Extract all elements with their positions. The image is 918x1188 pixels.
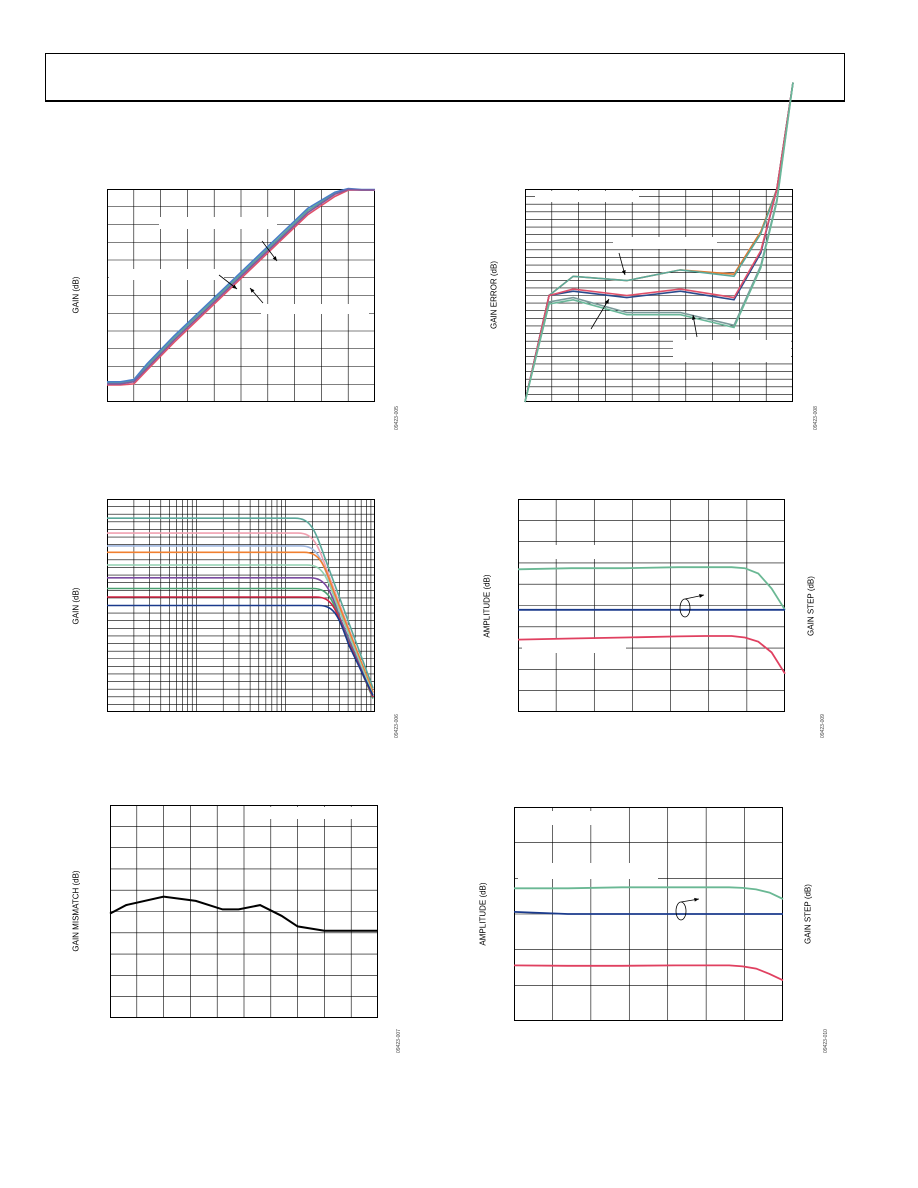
series-line bbox=[107, 532, 374, 694]
label-mask bbox=[261, 304, 369, 314]
annotation-arrowhead bbox=[232, 284, 237, 289]
label-mask bbox=[535, 191, 639, 202]
annotation-arrowhead bbox=[272, 256, 277, 261]
chart-amplitude-gain-step bbox=[517, 499, 786, 712]
y-axis-label-amplitude: AMPLITUDE (dB) bbox=[482, 574, 492, 638]
chart-amplitude-gain-step-plot bbox=[517, 499, 786, 712]
figure-id: 09423-008 bbox=[813, 406, 819, 430]
page-header-box bbox=[45, 53, 845, 102]
series-line bbox=[514, 886, 784, 900]
chart-gain-mismatch bbox=[109, 805, 378, 1018]
y-axis-label-amplitude: AMPLITUDE (dB) bbox=[478, 882, 488, 946]
series-line bbox=[524, 82, 794, 403]
label-mask bbox=[613, 237, 717, 249]
y-axis-label-gain-step: GAIN STEP (dB) bbox=[803, 884, 813, 944]
y-axis-label-gain-error: GAIN ERROR (dB) bbox=[489, 260, 499, 330]
series-line bbox=[107, 187, 375, 383]
annotation-arrowhead bbox=[691, 315, 696, 320]
figure-id: 09423-005 bbox=[394, 406, 400, 430]
chart-gain-vs-vgain bbox=[107, 187, 375, 402]
label-mask bbox=[518, 863, 658, 879]
series-line bbox=[107, 551, 374, 693]
figure-id: 09423-006 bbox=[394, 714, 400, 738]
chart-gain-mismatch-plot bbox=[109, 805, 378, 1018]
series-line bbox=[517, 566, 786, 611]
annotation-arrowhead bbox=[694, 897, 699, 902]
series-line bbox=[513, 964, 784, 982]
annotation-arrowhead bbox=[621, 270, 626, 275]
series-line bbox=[107, 188, 375, 385]
figure-id: 09423-009 bbox=[820, 714, 826, 738]
label-mask bbox=[109, 269, 224, 280]
chart-gain-error bbox=[524, 82, 794, 403]
chart-amplitude-gain-step-2 bbox=[513, 807, 784, 1021]
chart-gain-vs-frequency bbox=[107, 499, 375, 712]
chart-gain-vs-frequency-plot bbox=[107, 499, 375, 712]
label-mask bbox=[550, 811, 618, 825]
label-mask bbox=[522, 639, 626, 653]
series-line bbox=[107, 517, 374, 689]
label-mask bbox=[673, 340, 791, 362]
figure-id: 09423-007 bbox=[396, 1029, 402, 1053]
y-axis-label-gain-mismatch: GAIN MISMATCH (dB) bbox=[71, 870, 81, 952]
series-line bbox=[524, 82, 794, 403]
series-line bbox=[524, 82, 794, 403]
chart-amplitude-gain-step-2-plot bbox=[513, 807, 784, 1021]
figure-id: 09423-010 bbox=[823, 1029, 829, 1053]
series-line bbox=[517, 635, 786, 675]
y-axis-label-gain-step: GAIN STEP (dB) bbox=[806, 576, 816, 636]
label-mask bbox=[159, 217, 277, 229]
annotation-arrowhead bbox=[699, 594, 704, 598]
annotation-leader bbox=[590, 298, 610, 330]
annotation-arrowhead bbox=[250, 288, 255, 293]
y-axis-label-gain: GAIN (dB) bbox=[71, 276, 81, 314]
series-line bbox=[107, 577, 374, 699]
label-mask bbox=[270, 807, 370, 819]
series-line bbox=[513, 911, 783, 915]
label-mask bbox=[522, 545, 598, 559]
series-line bbox=[107, 564, 374, 696]
series-line bbox=[107, 604, 374, 696]
series-line bbox=[107, 189, 375, 386]
series-line bbox=[109, 895, 378, 932]
chart-gain-error-plot bbox=[524, 82, 794, 403]
annotation-arrowhead bbox=[604, 299, 609, 304]
chart-gain-vs-vgain-plot bbox=[107, 187, 375, 402]
y-axis-label-gain: GAIN (dB) bbox=[71, 587, 81, 625]
